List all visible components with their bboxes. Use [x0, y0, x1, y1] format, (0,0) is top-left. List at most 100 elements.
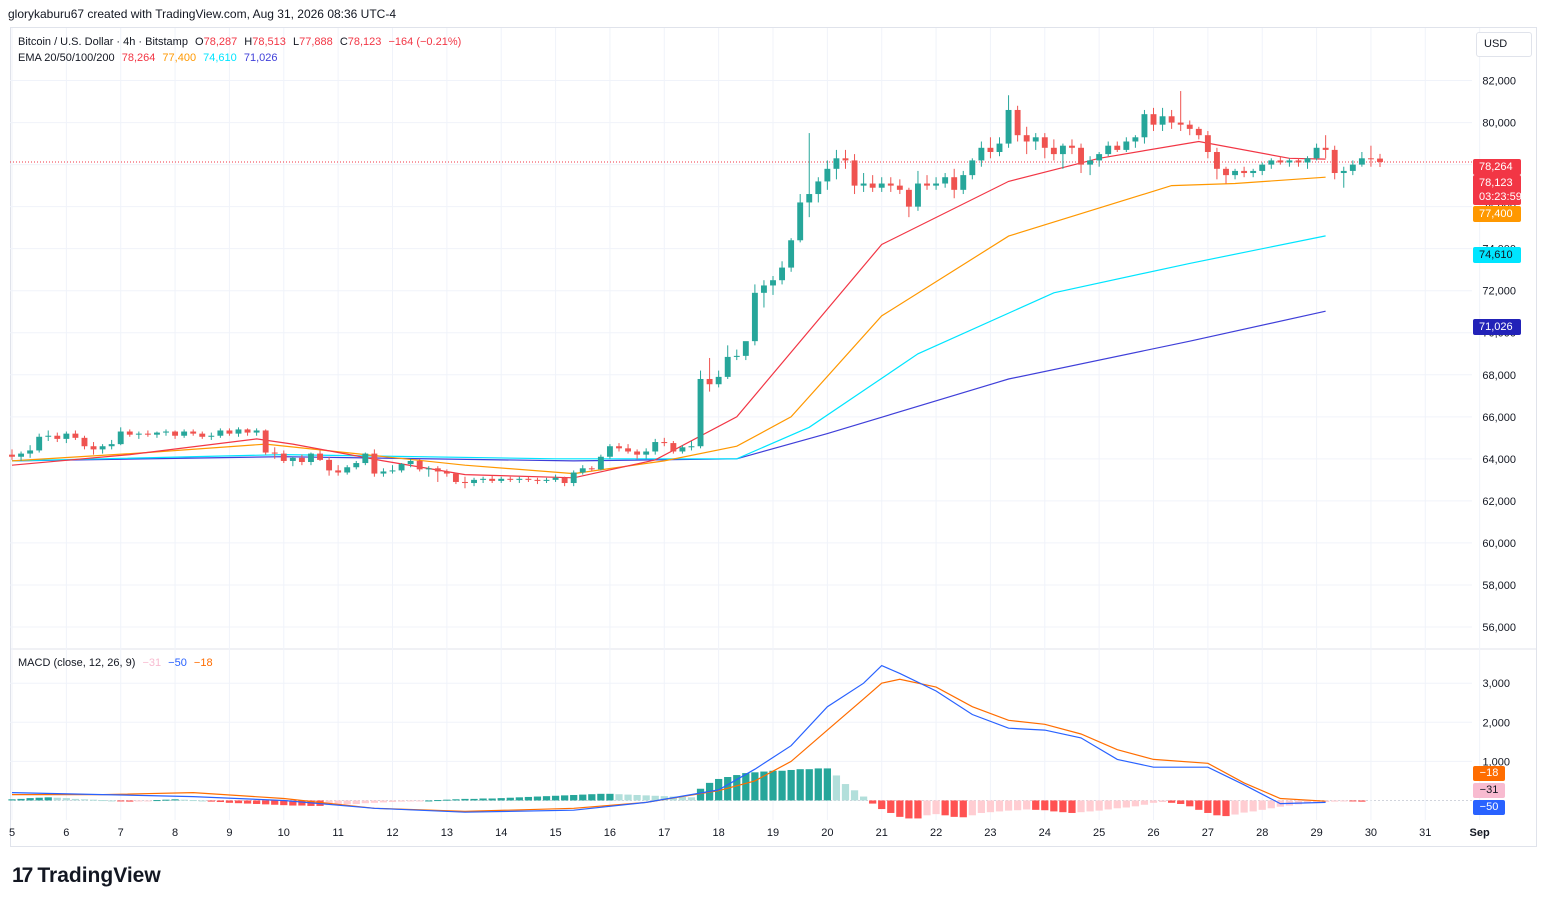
- candle-body: [869, 183, 876, 188]
- macd-histogram-bar: [841, 784, 850, 801]
- candle-body: [298, 457, 305, 462]
- macd-histogram-bar: [832, 775, 841, 801]
- currency-selector[interactable]: USD: [1476, 32, 1532, 57]
- macd-histogram-bar: [44, 797, 52, 801]
- candle-body: [697, 378, 704, 447]
- macd-histogram-bar: [470, 798, 478, 801]
- candle-body: [878, 183, 885, 188]
- candle-body: [625, 448, 631, 452]
- time-tick-label: 23: [984, 827, 996, 839]
- candle-body: [724, 356, 731, 377]
- candle-body: [416, 460, 423, 470]
- time-tick-label: 10: [278, 827, 290, 839]
- macd-histogram-bar: [524, 796, 533, 801]
- time-tick-label: 5: [9, 827, 15, 839]
- macd-histogram-bar: [388, 800, 397, 803]
- time-tick-label: 19: [767, 827, 779, 839]
- macd-histogram-bar: [624, 794, 632, 801]
- candle-body: [353, 463, 360, 468]
- candle-body: [36, 436, 43, 451]
- candle-body: [806, 194, 813, 203]
- chart-frame[interactable]: [10, 27, 1537, 847]
- candle-body: [190, 431, 197, 434]
- tradingview-logo[interactable]: 17 TradingView: [12, 864, 161, 888]
- macd-histogram-bar: [1131, 800, 1140, 807]
- candle-body: [1087, 160, 1094, 165]
- candle-body: [987, 147, 994, 152]
- macd-histogram-bar: [1186, 800, 1194, 807]
- time-tick-label: 26: [1147, 827, 1159, 839]
- candle-body: [425, 468, 432, 470]
- time-tick-label: 8: [172, 827, 178, 839]
- candle-body: [1331, 149, 1338, 174]
- candlesticks: [9, 91, 1383, 489]
- symbol-title[interactable]: Bitcoin / U.S. Dollar · 4h · Bitstamp: [18, 36, 188, 48]
- ema-lines: [11, 140, 1326, 479]
- time-tick-label: 15: [549, 827, 561, 839]
- candle-body: [1340, 170, 1347, 174]
- macd-histogram-bar: [1240, 800, 1248, 813]
- macd-histogram-bar: [153, 800, 161, 802]
- candle-body: [561, 477, 568, 484]
- macd-histogram-bar: [597, 793, 605, 801]
- price-tick-label: 62,000: [1482, 496, 1516, 508]
- candle-body: [1105, 145, 1112, 155]
- candle-body: [18, 453, 25, 457]
- candle-body: [534, 479, 541, 481]
- close-value: 78,123: [347, 36, 382, 48]
- macd-tick-label: 3,000: [1482, 678, 1510, 690]
- time-tick-label: 24: [1039, 827, 1051, 839]
- macd-histogram-bar: [479, 798, 487, 801]
- candle-body: [1123, 141, 1130, 150]
- tradingview-logo-icon: 17: [12, 864, 33, 887]
- candle-body: [1177, 122, 1184, 125]
- macd-histogram-bar: [280, 800, 288, 806]
- macd-histogram-bar: [80, 799, 89, 801]
- candle-body: [1114, 145, 1121, 150]
- time-tick-label: 21: [876, 827, 888, 839]
- candle-body: [1132, 137, 1139, 142]
- candle-body: [181, 431, 188, 436]
- macd-histogram-bar: [89, 799, 98, 801]
- macd-histogram-bar: [1231, 800, 1239, 815]
- price-tick-label: 80,000: [1482, 118, 1516, 130]
- candle-body: [154, 432, 160, 435]
- candle-body: [742, 341, 749, 356]
- macd-histogram-bar: [561, 795, 569, 801]
- macd-histogram-bar: [262, 800, 270, 805]
- candle-body: [516, 478, 523, 480]
- macd-histogram-bar: [551, 795, 560, 801]
- symbol-legend: Bitcoin / U.S. Dollar · 4h · Bitstamp O7…: [18, 36, 465, 48]
- low-label: L: [292, 36, 300, 48]
- macd-legend[interactable]: MACD (close, 12, 26, 9) −31 −50 −18: [18, 657, 217, 669]
- macd-histogram-bar: [977, 800, 986, 813]
- candle-body: [163, 431, 169, 433]
- candle-body: [606, 446, 613, 457]
- candle-body: [1367, 158, 1374, 160]
- macd-histogram-bar: [1249, 800, 1257, 812]
- grid: [10, 28, 1537, 820]
- macd-histogram-bar: [941, 800, 949, 816]
- macd-histogram-bar: [26, 798, 34, 801]
- macd-histogram-bar: [162, 799, 170, 801]
- candle-body: [498, 478, 505, 481]
- macd-histogram-bar: [1195, 800, 1203, 810]
- macd-histogram-bar: [570, 794, 578, 801]
- candle-body: [135, 433, 142, 435]
- macd-histogram-bar: [579, 794, 587, 801]
- macd-histogram-bar: [117, 800, 125, 802]
- price-tick-label: 68,000: [1482, 370, 1516, 382]
- ema-legend[interactable]: EMA 20/50/100/200 78,264 77,400 74,610 7…: [18, 52, 282, 64]
- macd-histogram-bar: [352, 800, 360, 804]
- candle-body: [434, 468, 441, 472]
- candle-body: [371, 453, 378, 474]
- candle-body: [271, 452, 278, 454]
- price-tick-label: 58,000: [1482, 580, 1516, 592]
- macd-histogram-bar: [334, 800, 342, 805]
- macd-histogram-bar: [696, 788, 705, 801]
- candle-body: [317, 453, 323, 460]
- macd-histogram-bar: [660, 796, 668, 801]
- macd-histogram-bar: [1077, 800, 1085, 813]
- ema20-price-tag: 78,264: [1473, 159, 1521, 175]
